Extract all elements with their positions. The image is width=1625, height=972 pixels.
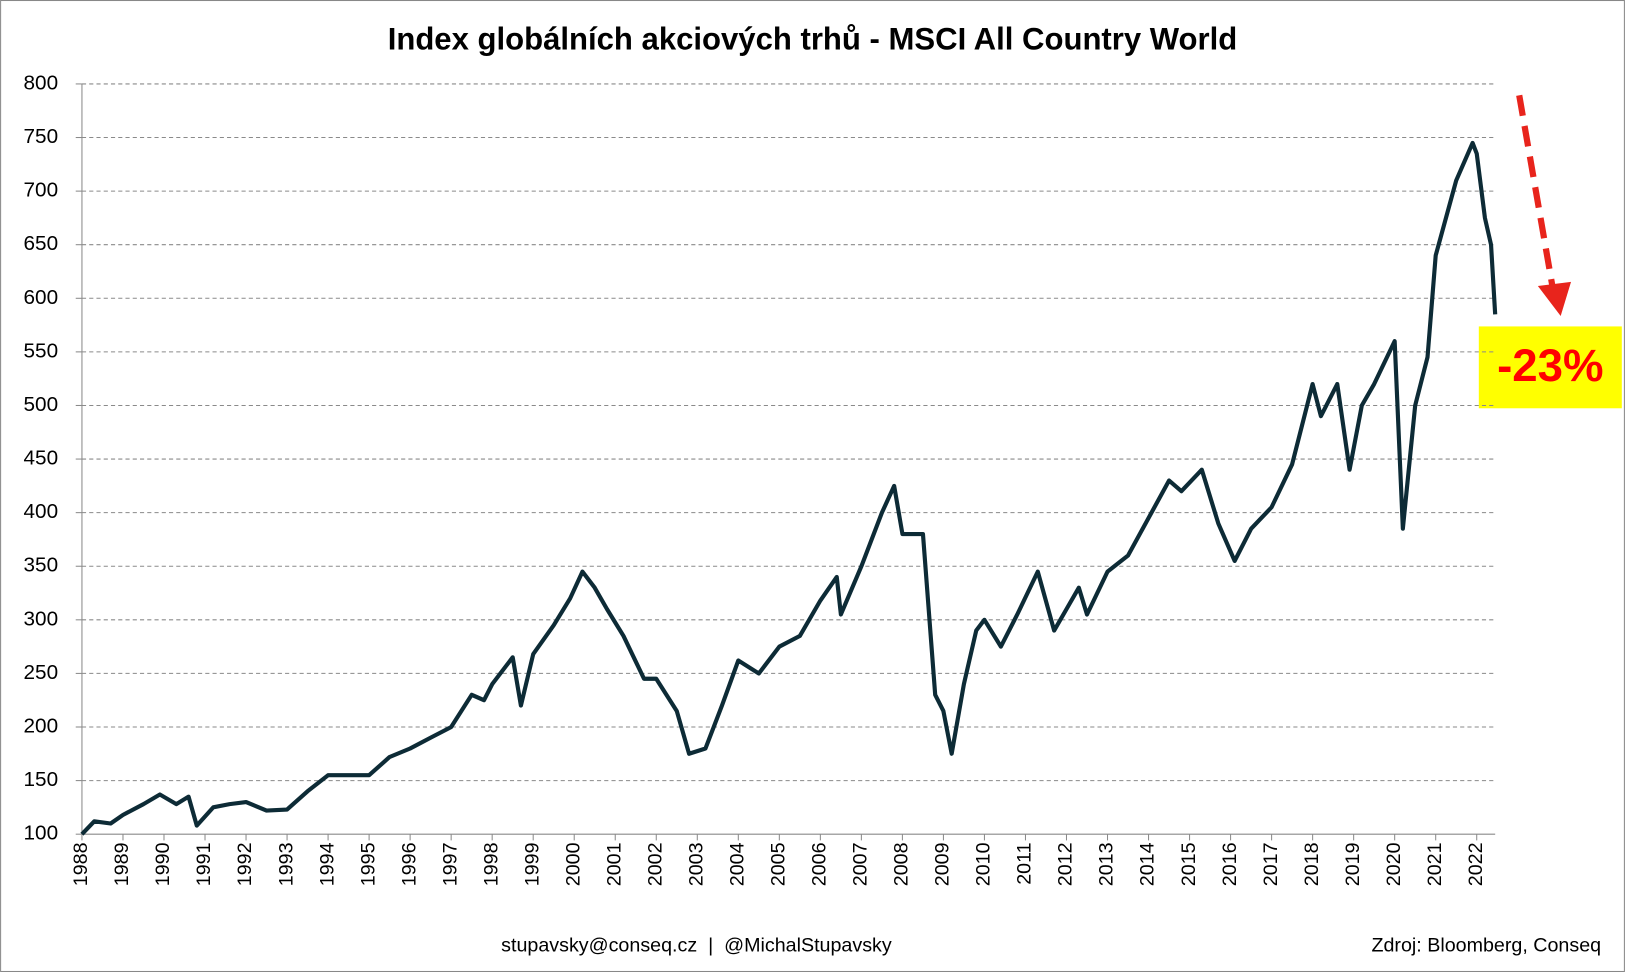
x-tick-label: 2013 [1096, 842, 1118, 886]
y-tick-label: 150 [24, 768, 59, 791]
x-tick-label: 1991 [193, 842, 215, 886]
x-tick-label: 1994 [316, 842, 338, 886]
y-tick-label: 250 [24, 661, 59, 684]
annotation-label: -23% [1497, 340, 1603, 391]
y-tick-label: 300 [24, 607, 59, 630]
x-tick-label: 2001 [603, 842, 625, 886]
y-tick-label: 550 [24, 339, 59, 362]
x-tick-label: 1992 [234, 842, 256, 886]
x-tick-label: 1990 [152, 842, 174, 886]
x-tick-label: 1995 [357, 842, 379, 886]
x-tick-label: 2020 [1383, 842, 1405, 886]
x-tick-label: 2009 [932, 842, 954, 886]
x-tick-label: 2010 [973, 842, 995, 886]
x-tick-label: 2014 [1137, 842, 1159, 886]
y-tick-label: 750 [24, 125, 59, 148]
x-tick-label: 1996 [398, 842, 420, 886]
y-tick-label: 600 [24, 286, 59, 309]
x-tick-label: 2007 [850, 842, 872, 886]
x-tick-label: 2000 [562, 842, 584, 886]
x-tick-label: 2002 [644, 842, 666, 886]
x-tick-label: 2005 [768, 842, 790, 886]
y-tick-label: 650 [24, 232, 59, 255]
x-tick-label: 2022 [1465, 842, 1487, 886]
x-tick-label: 1989 [111, 842, 133, 886]
y-tick-label: 700 [24, 179, 59, 202]
x-tick-label: 2004 [727, 842, 749, 886]
x-tick-label: 1998 [480, 842, 502, 886]
x-tick-label: 2018 [1301, 842, 1323, 886]
series-line [80, 140, 1498, 836]
x-tick-label: 2006 [809, 842, 831, 886]
x-tick-label: 2008 [891, 842, 913, 886]
x-tick-label: 2017 [1260, 842, 1282, 886]
y-tick-label: 400 [24, 500, 59, 523]
x-tick-label: 2016 [1219, 842, 1241, 886]
x-tick-label: 2019 [1342, 842, 1364, 886]
x-tick-label: 1997 [439, 842, 461, 886]
annotation-box [1478, 326, 1622, 409]
x-tick-label: 2012 [1055, 842, 1077, 886]
footer-source: Zdroj: Bloomberg, Conseq [1371, 934, 1601, 956]
y-tick-label: 100 [24, 822, 59, 845]
y-tick-label: 500 [24, 393, 59, 416]
y-tick-label: 450 [24, 447, 59, 470]
y-tick-label: 800 [24, 71, 59, 94]
x-tick-label: 2015 [1178, 842, 1200, 886]
x-tick-label: 1988 [70, 842, 92, 886]
x-tick-label: 1999 [521, 842, 543, 886]
x-tick-label: 1993 [275, 842, 297, 886]
x-tick-label: 2003 [685, 842, 707, 886]
x-tick-label: 2011 [1014, 842, 1036, 884]
y-tick-label: 200 [24, 714, 59, 737]
footer-contact: stupavsky@conseq.cz | @MichalStupavsky [501, 934, 892, 956]
arrow-head [1537, 281, 1572, 317]
arrow-shaft [1516, 94, 1556, 287]
x-tick-label: 2021 [1424, 842, 1446, 886]
chart-title: Index globálních akciových trhů - MSCI A… [388, 22, 1238, 57]
y-tick-label: 350 [24, 554, 59, 577]
